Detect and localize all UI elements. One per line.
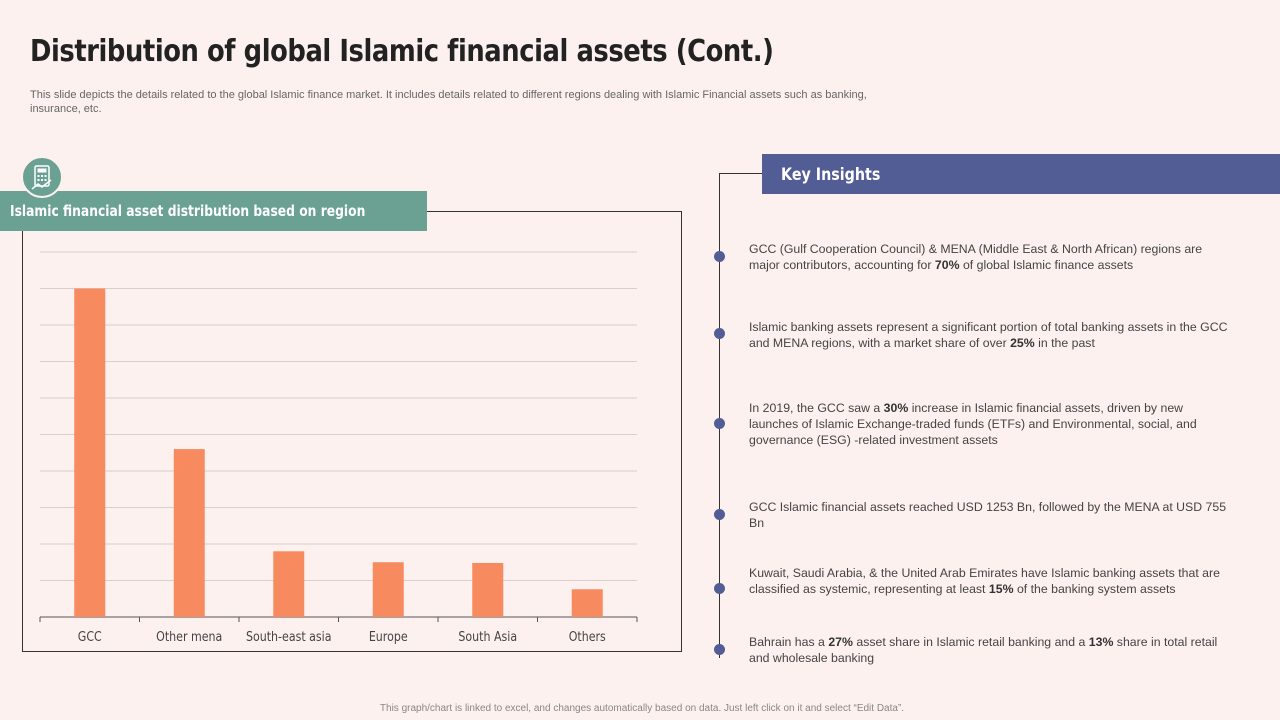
chart-frame [22,211,682,652]
insight-item-1: GCC (Gulf Cooperation Council) & MENA (M… [749,242,1203,272]
insight-item-5: Kuwait, Saudi Arabia, & the United Arab … [749,566,1220,596]
page-subtitle: This slide depicts the details related t… [30,89,867,115]
timeline-dot [714,328,725,339]
key-insights-title: Key Insights [781,165,881,185]
chart-heading: Islamic financial asset distribution bas… [10,202,366,220]
timeline-dot [714,418,725,429]
insight-item-6: Bahrain has a 27% asset share in Islamic… [749,635,1218,665]
timeline-dot [714,644,725,655]
page-title: Distribution of global Islamic financial… [30,34,774,69]
footer-note: This graph/chart is linked to excel, and… [379,703,905,714]
timeline-dot [714,509,725,520]
key-insights-header: Key Insights [762,154,1280,194]
timeline-line [719,173,720,658]
insight-item-2: Islamic banking assets represent a signi… [749,320,1228,350]
insight-item-3: In 2019, the GCC saw a 30% increase in I… [749,401,1197,447]
timeline-dot [714,583,725,594]
insight-item-4: GCC Islamic financial assets reached USD… [749,500,1227,530]
chart-heading-band: Islamic financial asset distribution bas… [0,191,427,231]
timeline-connector [719,173,762,174]
timeline-dot [714,251,725,262]
finance-calculator-icon [21,156,63,198]
